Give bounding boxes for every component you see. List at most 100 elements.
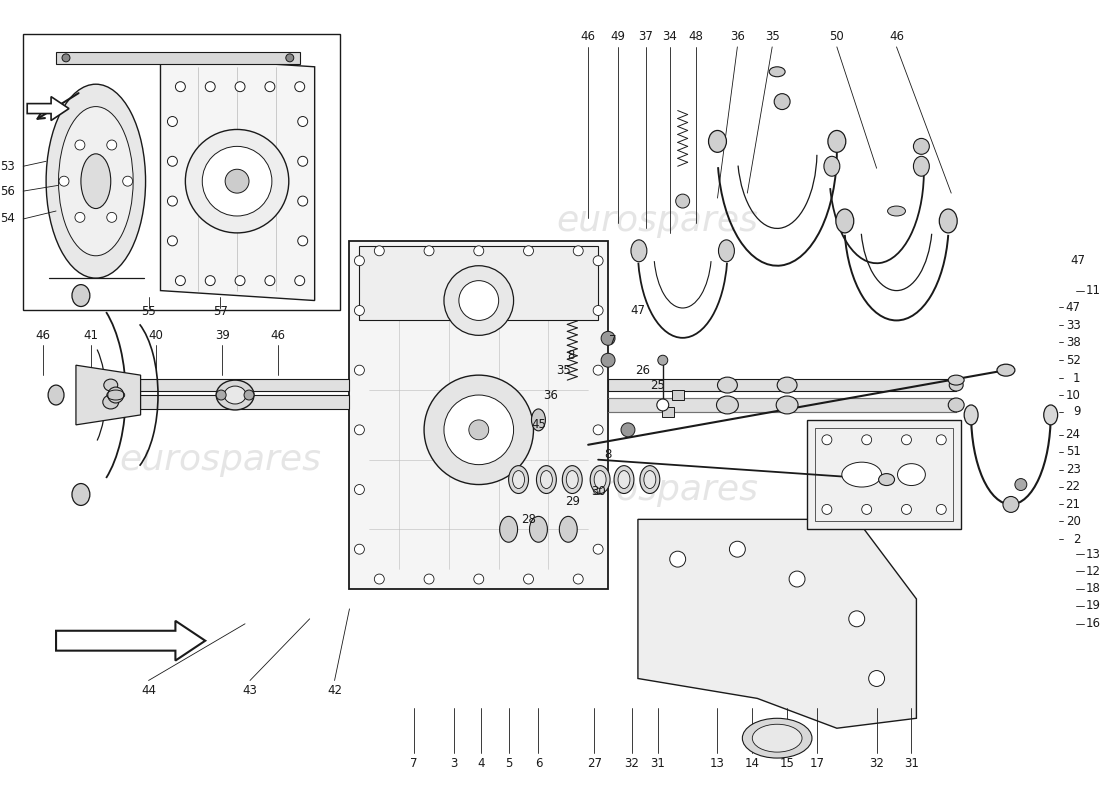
Circle shape [107,212,117,222]
Text: 51: 51 [1066,446,1080,458]
Circle shape [425,375,534,485]
Circle shape [861,505,871,514]
Text: eurospares: eurospares [557,204,759,238]
Text: 19: 19 [1086,599,1100,612]
Circle shape [298,156,308,166]
Polygon shape [28,97,69,121]
Text: 13: 13 [710,757,725,770]
Circle shape [675,194,690,208]
Circle shape [298,236,308,246]
Text: 15: 15 [780,757,794,770]
Circle shape [789,571,805,587]
Bar [111,379,350,391]
Circle shape [774,94,790,110]
Text: MAC: MAC [468,266,490,276]
Bar [662,407,673,417]
Text: 3: 3 [450,757,458,770]
Ellipse shape [879,474,894,486]
Circle shape [235,276,245,286]
Circle shape [573,574,583,584]
Polygon shape [638,519,916,728]
Bar [815,428,954,522]
Text: 2: 2 [1072,533,1080,546]
Text: 22: 22 [1066,480,1080,493]
Text: 55: 55 [141,305,156,318]
Ellipse shape [562,466,582,494]
Text: 53: 53 [0,160,15,173]
Circle shape [936,435,946,445]
Circle shape [593,256,603,266]
Circle shape [849,611,865,626]
Circle shape [206,82,216,92]
Ellipse shape [102,395,119,409]
Text: 33: 33 [1066,319,1080,332]
Circle shape [354,485,364,494]
Circle shape [75,212,85,222]
Polygon shape [76,365,141,425]
Ellipse shape [640,466,660,494]
Circle shape [936,505,946,514]
Bar [608,379,956,391]
Text: 8: 8 [604,448,612,462]
Circle shape [298,196,308,206]
Text: 45: 45 [531,418,546,431]
Ellipse shape [559,516,578,542]
Ellipse shape [48,385,64,405]
Circle shape [469,420,488,440]
Circle shape [175,276,186,286]
Text: 34: 34 [662,30,678,43]
Circle shape [670,551,685,567]
Circle shape [354,365,364,375]
Text: 46: 46 [581,30,596,43]
Ellipse shape [708,130,726,152]
Text: 12: 12 [1086,565,1100,578]
Ellipse shape [752,724,802,752]
Text: 46: 46 [271,329,285,342]
Ellipse shape [1044,405,1058,425]
Ellipse shape [513,470,525,489]
Text: eurospares: eurospares [557,473,759,506]
Text: 29: 29 [564,495,580,508]
Circle shape [354,306,364,315]
Text: 9: 9 [1072,406,1080,418]
Text: 8: 8 [568,349,575,362]
Circle shape [869,670,884,686]
Circle shape [593,306,603,315]
Circle shape [295,276,305,286]
Ellipse shape [618,470,630,489]
Circle shape [601,331,615,346]
Text: 47: 47 [630,304,646,317]
Circle shape [108,387,123,403]
Text: 28: 28 [521,513,536,526]
Ellipse shape [591,466,611,494]
Text: 47: 47 [1070,254,1086,267]
Circle shape [62,54,70,62]
Text: 49: 49 [610,30,626,43]
Circle shape [265,82,275,92]
Ellipse shape [224,386,246,404]
Text: 46: 46 [889,30,904,43]
Ellipse shape [103,379,118,391]
Text: 39: 39 [214,329,230,342]
Ellipse shape [948,375,965,385]
Ellipse shape [499,516,518,542]
Ellipse shape [508,466,528,494]
Text: 7: 7 [410,757,418,770]
Circle shape [374,574,384,584]
Ellipse shape [997,364,1015,376]
Text: 17: 17 [810,757,825,770]
Text: 11: 11 [1086,284,1100,297]
Text: 43: 43 [243,684,257,697]
Ellipse shape [913,156,930,176]
Circle shape [524,574,534,584]
Text: 41: 41 [84,329,98,342]
Bar [23,34,340,310]
Ellipse shape [717,377,737,393]
Text: 42: 42 [327,684,342,697]
Circle shape [657,399,669,411]
Ellipse shape [836,209,854,233]
Circle shape [167,196,177,206]
Text: 24: 24 [1066,428,1080,442]
Circle shape [206,276,216,286]
Text: 57: 57 [212,305,228,318]
